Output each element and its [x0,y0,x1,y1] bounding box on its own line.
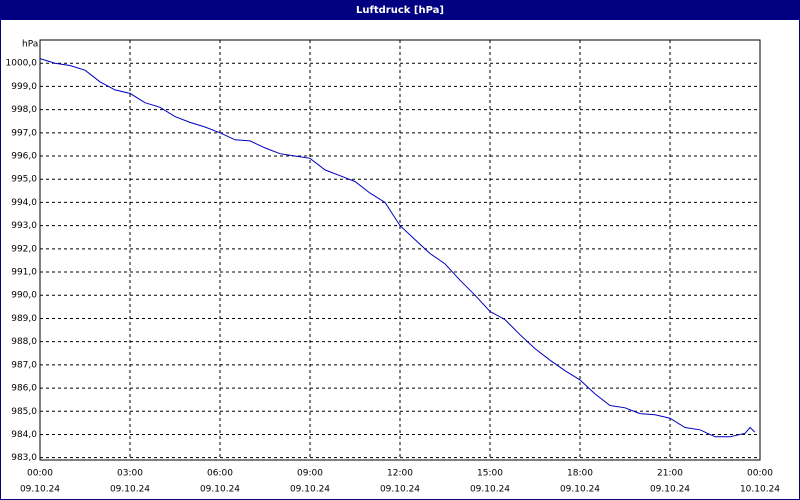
chart-title: Luftdruck [hPa] [356,5,444,16]
y-tick-label: 988,0 [11,337,37,347]
y-tick-label: 995,0 [11,175,37,185]
title-bar [0,0,800,20]
y-tick-label: 985,0 [11,407,37,417]
plot-frame [39,39,761,461]
y-unit: hPa [22,40,38,50]
y-tick-label: 994,0 [11,198,37,208]
x-tick-date: 09.10.24 [290,485,330,495]
x-tick-label: 00:00 [747,469,773,479]
y-tick-label: 986,0 [11,384,37,394]
y-tick-label: 989,0 [11,314,37,324]
x-tick-label: 18:00 [567,469,593,479]
x-tick-date: 10.10.24 [740,485,780,495]
x-tick-label: 12:00 [387,469,413,479]
x-tick-label: 21:00 [657,469,683,479]
x-tick-date: 09.10.24 [20,485,60,495]
x-tick-label: 00:00 [27,469,53,479]
x-tick-label: 06:00 [207,469,233,479]
y-tick-label: 996,0 [11,152,37,162]
x-tick-date: 09.10.24 [650,485,690,495]
y-tick-label: 983,0 [11,453,37,463]
y-tick-label: 987,0 [11,360,37,370]
y-tick-label: 992,0 [11,244,37,254]
x-tick-label: 09:00 [297,469,323,479]
y-tick-label: 993,0 [11,221,37,231]
y-tick-label: 998,0 [11,105,37,115]
y-tick-label: 990,0 [11,291,37,301]
y-tick-label: 984,0 [11,430,37,440]
y-tick-label: 999,0 [11,82,37,92]
x-tick-date: 09.10.24 [560,485,600,495]
x-tick-label: 15:00 [477,469,503,479]
y-tick-label: 997,0 [11,128,37,138]
data-line [39,58,756,438]
x-tick-date: 09.10.24 [470,485,510,495]
y-tick-label: 1000,0 [6,59,38,69]
y-tick-label: 991,0 [11,268,37,278]
x-tick-label: 03:00 [117,469,143,479]
x-tick-date: 09.10.24 [380,485,420,495]
x-tick-date: 09.10.24 [200,485,240,495]
x-tick-date: 09.10.24 [110,485,150,495]
